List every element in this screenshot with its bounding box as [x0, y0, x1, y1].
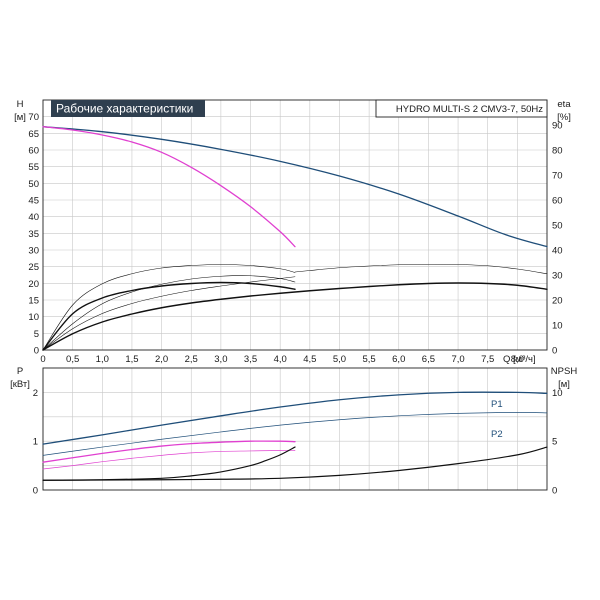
eta-tick-labels: 0 10 20 30 40 50 60 70 80 90 — [552, 121, 563, 357]
npsh-tick-label: 10 — [552, 388, 563, 399]
flow-tick-label: 4,5 — [303, 354, 316, 365]
lower-chart: P [кВт] NPSH [м] 0 1 2 0 5 10 P1 P2 — [10, 366, 577, 497]
lower-series-p1-line — [42, 391, 548, 445]
flow-tick-label: 1,5 — [125, 354, 138, 365]
eta-axis-label: eta — [557, 99, 571, 110]
flow-tick-label: 6,0 — [392, 354, 405, 365]
head-tick-label: 0 — [34, 346, 39, 357]
flow-axis-label: Q [м³/ч] — [503, 354, 536, 365]
upper-series-5-line — [42, 276, 296, 351]
power-tick-labels: 0 1 2 — [33, 388, 38, 497]
head-tick-label: 20 — [28, 279, 39, 290]
upper-series-2-line — [42, 264, 296, 351]
flow-tick-label: 2,5 — [185, 354, 198, 365]
flow-tick-label: 5,5 — [363, 354, 376, 365]
flow-tick-label: 3,0 — [214, 354, 227, 365]
head-tick-label: 10 — [28, 312, 39, 323]
flow-tick-label: 3,5 — [244, 354, 257, 365]
npsh-tick-label: 0 — [552, 486, 557, 497]
upper-series-0-line — [42, 126, 548, 248]
p1-curve-label: P1 — [491, 399, 503, 410]
lower-series-2-line — [42, 440, 296, 463]
head-tick-label: 15 — [28, 296, 39, 307]
eta-tick-label: 60 — [552, 196, 563, 207]
eta-tick-label: 50 — [552, 221, 563, 232]
eta-tick-label: 70 — [552, 171, 563, 182]
head-tick-label: 60 — [28, 146, 39, 157]
npsh-tick-labels: 0 5 10 — [552, 388, 563, 497]
flow-tick-label: 1,0 — [96, 354, 109, 365]
head-tick-label: 65 — [28, 129, 39, 140]
chart-title: Рабочие характеристики — [56, 102, 193, 116]
flow-tick-label: 2,0 — [155, 354, 168, 365]
upper-series-6-line — [42, 281, 296, 351]
lower-series-5-line — [42, 446, 548, 481]
power-axis-label: P — [17, 366, 23, 377]
npsh-tick-label: 5 — [552, 437, 557, 448]
chart-title-box — [51, 100, 205, 117]
flow-tick-label: 0,5 — [66, 354, 79, 365]
power-tick-label: 1 — [33, 437, 38, 448]
lower-curves — [42, 391, 548, 481]
upper-chart: Рабочие характеристики HYDRO MULTI-S 2 C… — [14, 99, 571, 365]
npsh-axis-unit: [м] — [558, 379, 570, 390]
flow-tick-label: 8,0 — [511, 354, 524, 365]
head-axis-unit: [м] — [14, 112, 26, 123]
eta-tick-label: 30 — [552, 271, 563, 282]
power-tick-label: 0 — [33, 486, 38, 497]
pump-model-box — [375, 99, 548, 118]
head-tick-label: 5 — [34, 329, 39, 340]
power-axis-unit: [кВт] — [10, 379, 30, 390]
upper-series-4-line — [42, 275, 296, 351]
upper-series-1-line — [42, 126, 296, 248]
flow-tick-label: 6,5 — [422, 354, 435, 365]
lower-series-3-line — [42, 450, 296, 470]
eta-tick-label: 20 — [552, 296, 563, 307]
flow-tick-label: 0 — [40, 354, 45, 365]
eta-tick-label: 40 — [552, 246, 563, 257]
upper-series-3-line — [294, 263, 548, 275]
flow-tick-label: 4,0 — [274, 354, 287, 365]
head-tick-label: 25 — [28, 262, 39, 273]
head-tick-label: 35 — [28, 229, 39, 240]
flow-tick-labels: 0 0,5 1,0 1,5 2,0 2,5 3,0 3,5 4,0 4,5 5,0 5,5 6,0 6,5… — [40, 354, 524, 365]
eta-tick-label: 10 — [552, 321, 563, 332]
flow-tick-label: 5,0 — [333, 354, 346, 365]
flow-tick-label: 7,5 — [481, 354, 494, 365]
lower-plot-frame — [42, 367, 548, 491]
pump-model-label: HYDRO MULTI-S 2 CMV3-7, 50Hz — [396, 104, 543, 115]
upper-curves — [42, 126, 548, 351]
head-tick-label: 30 — [28, 246, 39, 257]
head-axis-label: H — [17, 99, 24, 110]
head-tick-labels: 0 5 10 15 20 25 30 35 40 45 50 55 60 65 70 — [28, 112, 39, 356]
eta-tick-label: 0 — [552, 346, 557, 357]
power-tick-label: 2 — [33, 388, 38, 399]
flow-tick-label: 7,0 — [451, 354, 464, 365]
head-tick-label: 55 — [28, 162, 39, 173]
p2-curve-label: P2 — [491, 429, 503, 440]
head-tick-label: 70 — [28, 112, 39, 123]
upper-series-7-line — [42, 282, 548, 351]
eta-axis-unit: [%] — [557, 112, 571, 123]
head-tick-label: 45 — [28, 196, 39, 207]
upper-plot-frame — [42, 99, 548, 351]
head-tick-label: 50 — [28, 179, 39, 190]
eta-tick-label: 90 — [552, 121, 563, 132]
eta-tick-label: 80 — [552, 146, 563, 157]
head-tick-label: 40 — [28, 212, 39, 223]
lower-series-p2-line — [42, 412, 548, 456]
npsh-axis-label: NPSH — [551, 366, 578, 377]
